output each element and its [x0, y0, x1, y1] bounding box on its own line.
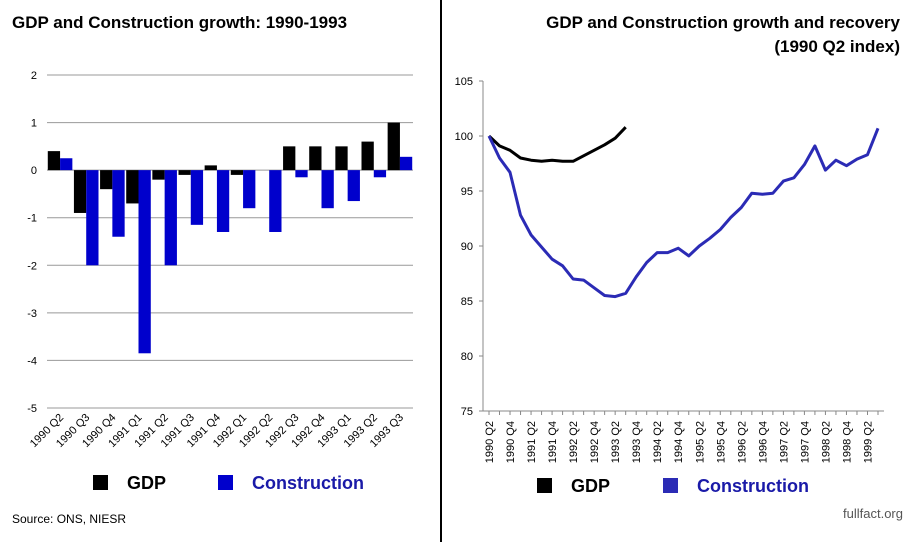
legend-swatch	[537, 478, 552, 493]
legend-label: GDP	[127, 473, 166, 493]
x-tick-label: 1995 Q2	[694, 421, 706, 463]
line	[487, 126, 627, 163]
y-tick-label: 2	[31, 70, 37, 82]
bar	[190, 170, 204, 225]
legend-label: GDP	[571, 476, 610, 496]
x-tick-label: 1997 Q4	[799, 421, 811, 463]
bar	[361, 141, 374, 171]
y-tick-label: -5	[27, 403, 37, 415]
bar	[230, 170, 244, 175]
chart-title: GDP and Construction growth and recovery	[546, 13, 900, 32]
x-tick-label: 1990 Q2	[484, 421, 496, 463]
bar	[283, 146, 296, 171]
bar	[387, 122, 400, 171]
bar	[335, 146, 348, 171]
bar	[216, 170, 230, 232]
bar	[47, 151, 61, 171]
y-tick-label: 1	[31, 118, 37, 130]
line	[487, 127, 880, 299]
bar	[309, 146, 322, 171]
x-tick-label: 1994 Q4	[673, 421, 685, 463]
legend-label: Construction	[697, 476, 809, 496]
legend-label: Construction	[252, 473, 364, 493]
bar	[295, 170, 308, 178]
x-tick-label: 1998 Q4	[841, 421, 853, 463]
bar	[112, 170, 125, 237]
x-tick-label: 1993 Q4	[631, 421, 643, 463]
y-tick-label: 90	[461, 241, 473, 253]
legend-swatch	[663, 478, 678, 493]
bar	[86, 170, 99, 266]
y-tick-label: -3	[27, 308, 37, 320]
x-tick-label: 1991 Q4	[547, 421, 559, 463]
logo: fullfact.org	[843, 506, 903, 521]
y-tick-label: 105	[455, 76, 473, 88]
x-tick-label: 1997 Q2	[778, 421, 790, 463]
bar	[373, 170, 387, 178]
y-tick-label: 85	[461, 296, 473, 308]
y-tick-label: -1	[27, 213, 37, 225]
y-tick-label: 75	[461, 406, 473, 418]
x-tick-label: 1992 Q2	[568, 421, 580, 463]
y-tick-label: -2	[27, 260, 37, 272]
y-tick-label: 100	[455, 131, 473, 143]
chart-subtitle: (1990 Q2 index)	[774, 37, 900, 56]
bar	[204, 165, 217, 171]
bar	[60, 158, 73, 171]
bar	[164, 170, 177, 266]
x-tick-label: 1996 Q4	[757, 421, 769, 463]
x-tick-label: 1991 Q2	[526, 421, 538, 463]
bar	[347, 170, 360, 202]
x-tick-label: 1992 Q4	[589, 421, 601, 463]
source: Source: ONS, NIESR	[12, 512, 126, 526]
legend-swatch	[93, 475, 108, 490]
x-tick-label: 1995 Q4	[715, 421, 727, 463]
bar	[152, 170, 165, 180]
x-tick-label: 1999 Q2	[862, 421, 874, 463]
y-tick-label: 80	[461, 351, 473, 363]
bar	[321, 170, 334, 209]
bar	[399, 156, 413, 171]
bar	[243, 170, 256, 209]
bar	[100, 170, 113, 190]
bar	[126, 170, 139, 204]
y-tick-label: -4	[27, 355, 37, 367]
legend-swatch	[218, 475, 233, 490]
x-tick-label: 1994 Q2	[652, 421, 664, 463]
y-tick-label: 95	[461, 186, 473, 198]
x-tick-label: 1990 Q4	[505, 421, 517, 463]
x-tick-label: 1996 Q2	[736, 421, 748, 463]
bar	[73, 170, 87, 213]
bar	[269, 170, 282, 232]
bar	[178, 170, 191, 175]
x-tick-label: 1993 Q2	[610, 421, 622, 463]
chart-title: GDP and Construction growth: 1990-1993	[12, 13, 347, 32]
y-tick-label: 0	[31, 165, 37, 177]
x-tick-label: 1998 Q2	[820, 421, 832, 463]
bar	[138, 170, 151, 354]
